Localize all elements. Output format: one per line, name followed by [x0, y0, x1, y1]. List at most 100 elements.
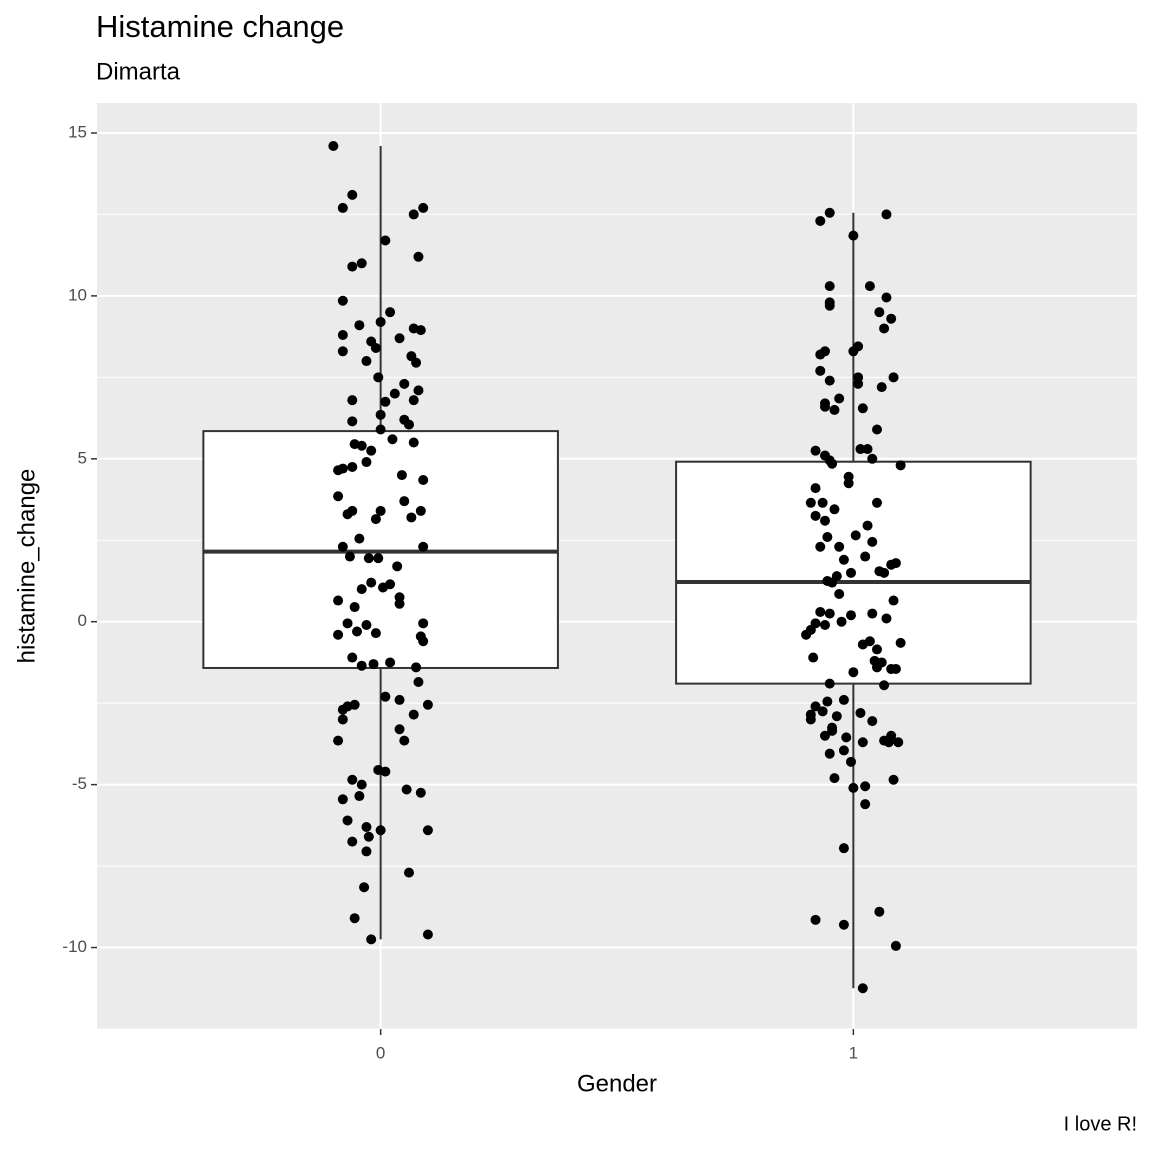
- point: [827, 458, 838, 469]
- point: [380, 691, 391, 702]
- point: [392, 561, 403, 572]
- point: [853, 341, 864, 352]
- point: [820, 515, 830, 526]
- point: [834, 541, 845, 552]
- point: [846, 610, 856, 621]
- point: [399, 378, 410, 389]
- point: [815, 541, 826, 552]
- point: [394, 724, 405, 735]
- point: [824, 207, 835, 218]
- y-tick-label: -10: [62, 937, 87, 956]
- point: [834, 393, 845, 404]
- point: [874, 906, 885, 917]
- y-tick-label: -5: [72, 774, 87, 793]
- point: [347, 395, 358, 406]
- point: [380, 766, 391, 777]
- point: [867, 453, 878, 464]
- point: [401, 784, 412, 795]
- y-tick-label: 15: [68, 122, 87, 141]
- point: [337, 714, 348, 725]
- point: [404, 419, 414, 430]
- point: [404, 867, 414, 878]
- point: [872, 424, 882, 435]
- point: [810, 483, 821, 494]
- point: [893, 737, 904, 748]
- point: [879, 680, 890, 691]
- point: [361, 619, 372, 630]
- point: [864, 636, 875, 647]
- box: [202, 430, 559, 669]
- point: [347, 189, 358, 200]
- point: [373, 553, 384, 564]
- point: [394, 694, 405, 705]
- point: [380, 396, 391, 407]
- point: [354, 533, 365, 544]
- point: [820, 619, 830, 630]
- point: [394, 333, 405, 344]
- point: [876, 657, 887, 668]
- point: [415, 505, 426, 516]
- point: [846, 567, 856, 578]
- point: [805, 714, 816, 725]
- point: [805, 497, 816, 508]
- point: [418, 474, 429, 485]
- point: [347, 652, 358, 663]
- y-tick-label: 5: [78, 448, 87, 467]
- point: [855, 707, 866, 718]
- point: [422, 699, 433, 710]
- caption: I love R!: [1064, 1113, 1137, 1135]
- point: [838, 843, 849, 854]
- point: [867, 608, 878, 619]
- point: [399, 496, 410, 507]
- point: [344, 551, 355, 562]
- point: [418, 202, 429, 213]
- point: [422, 825, 433, 836]
- point: [368, 659, 379, 670]
- point: [356, 779, 367, 790]
- point: [810, 914, 821, 925]
- point: [361, 846, 372, 857]
- point: [829, 404, 840, 415]
- point: [874, 307, 885, 318]
- point: [855, 444, 866, 455]
- point: [373, 372, 384, 383]
- point: [337, 295, 348, 306]
- point: [883, 737, 894, 748]
- point: [829, 773, 840, 784]
- point: [829, 504, 840, 515]
- point: [834, 589, 845, 600]
- point: [876, 382, 887, 393]
- point: [827, 722, 838, 733]
- point: [822, 532, 833, 543]
- point: [824, 375, 835, 386]
- point: [337, 463, 348, 474]
- point: [848, 782, 859, 793]
- point: [385, 579, 396, 590]
- x-tick-label: 1: [849, 1043, 858, 1062]
- point: [857, 983, 868, 994]
- point: [385, 657, 396, 668]
- point: [363, 553, 374, 564]
- point: [366, 934, 377, 945]
- point: [422, 929, 433, 940]
- point: [888, 595, 899, 606]
- point: [349, 602, 360, 613]
- point: [846, 756, 856, 767]
- point: [824, 608, 835, 619]
- point: [333, 491, 344, 502]
- point: [342, 815, 353, 826]
- point: [822, 696, 833, 707]
- point: [867, 716, 878, 727]
- point: [808, 652, 819, 663]
- y-axis-title: histamine_change: [13, 469, 40, 664]
- chart-title: Histamine change: [96, 9, 344, 44]
- point: [349, 699, 360, 710]
- point: [385, 307, 396, 318]
- point: [838, 919, 849, 930]
- point: [820, 730, 830, 741]
- point: [815, 215, 826, 226]
- point: [890, 558, 901, 569]
- point: [413, 676, 424, 687]
- point: [361, 457, 372, 468]
